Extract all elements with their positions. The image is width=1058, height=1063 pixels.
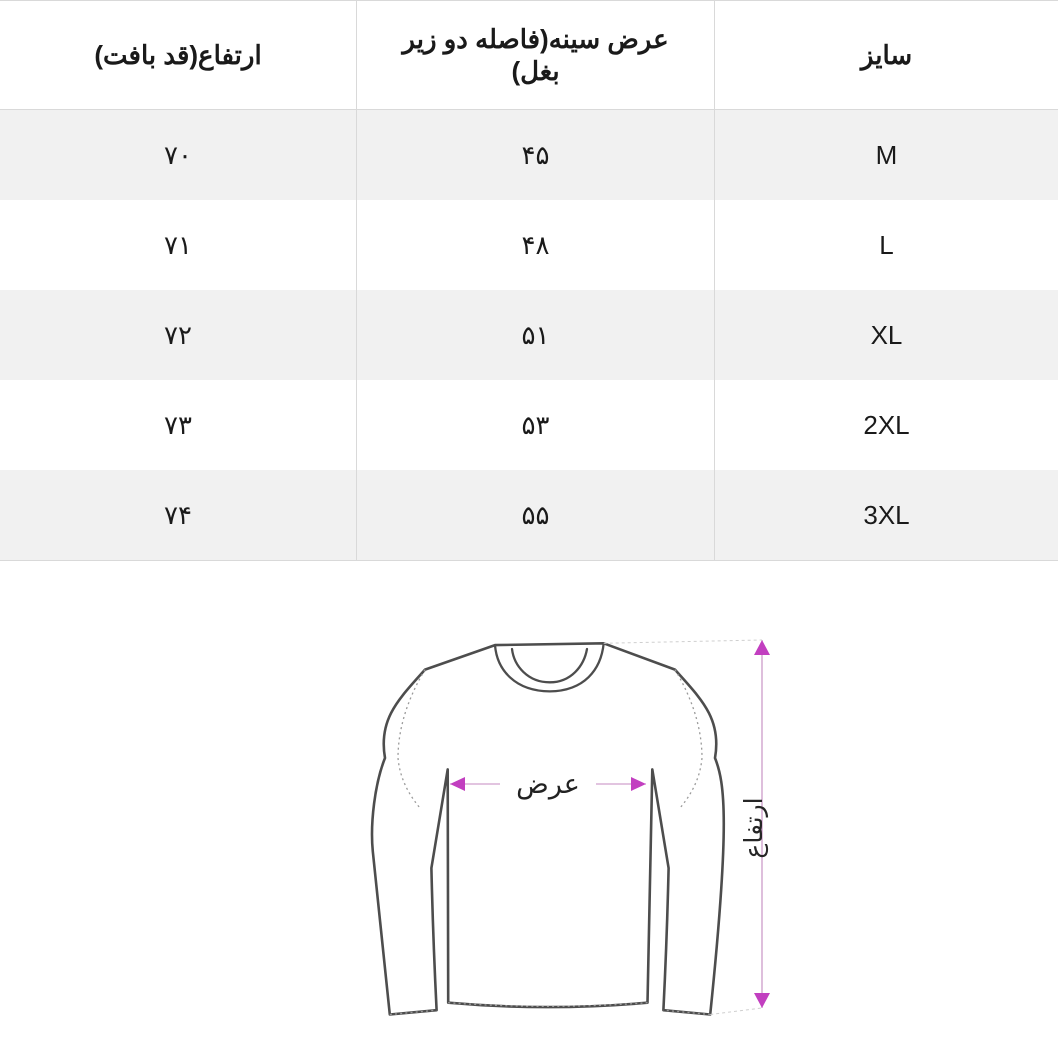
svg-text:ارتفاع: ارتفاع bbox=[740, 797, 769, 858]
svg-text:عرض: عرض bbox=[516, 769, 580, 800]
